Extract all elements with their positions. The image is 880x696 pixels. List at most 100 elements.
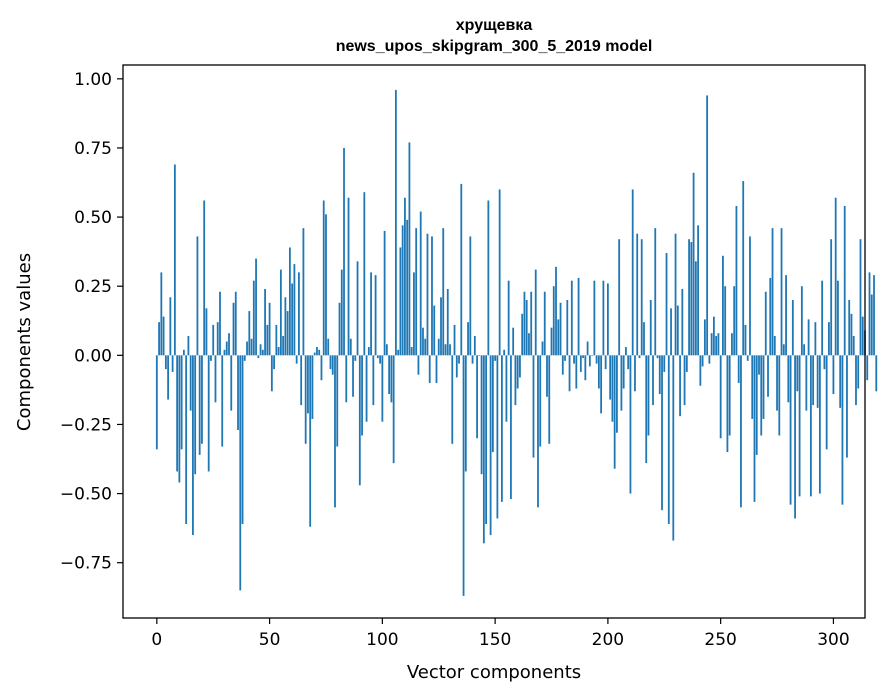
bar-46 bbox=[259, 344, 262, 356]
bar-85 bbox=[347, 197, 350, 356]
bar-268 bbox=[760, 355, 763, 436]
y-tick-label: −0.50 bbox=[60, 485, 112, 505]
bar-142 bbox=[476, 355, 478, 439]
bar-14 bbox=[187, 335, 190, 356]
bar-158 bbox=[512, 327, 515, 356]
bar-185 bbox=[573, 355, 575, 364]
bar-270 bbox=[764, 291, 767, 356]
bar-297 bbox=[825, 355, 828, 450]
bar-195 bbox=[595, 355, 598, 364]
bar-series bbox=[155, 89, 878, 596]
bar-113 bbox=[410, 347, 413, 356]
bar-179 bbox=[559, 302, 562, 356]
bar-31 bbox=[225, 341, 228, 356]
bar-272 bbox=[769, 277, 772, 356]
bar-91 bbox=[361, 355, 363, 436]
bar-86 bbox=[349, 338, 352, 356]
bar-32 bbox=[228, 333, 230, 356]
bar-89 bbox=[356, 261, 359, 356]
bar-163 bbox=[523, 291, 526, 356]
bar-153 bbox=[500, 355, 503, 502]
bar-107 bbox=[397, 349, 400, 356]
bar-279 bbox=[785, 275, 787, 356]
bar-161 bbox=[519, 355, 521, 378]
bar-288 bbox=[805, 355, 808, 411]
x-tick-label: 100 bbox=[366, 630, 398, 650]
bar-255 bbox=[731, 333, 733, 356]
bar-302 bbox=[837, 280, 839, 356]
bar-43 bbox=[252, 280, 255, 356]
bar-105 bbox=[392, 355, 395, 464]
bar-136 bbox=[462, 355, 465, 596]
bar-298 bbox=[828, 322, 830, 356]
bar-101 bbox=[383, 230, 386, 356]
bar-189 bbox=[582, 355, 584, 359]
bar-236 bbox=[688, 239, 690, 356]
bar-74 bbox=[322, 200, 325, 356]
bar-106 bbox=[394, 89, 397, 356]
y-tick-label: 0.75 bbox=[74, 139, 112, 159]
bar-249 bbox=[717, 333, 720, 356]
bar-304 bbox=[841, 355, 844, 505]
bar-18 bbox=[196, 236, 199, 356]
bar-33 bbox=[230, 355, 233, 411]
bar-69 bbox=[311, 355, 314, 419]
bar-155 bbox=[505, 355, 508, 422]
bar-257 bbox=[735, 206, 738, 356]
bar-218 bbox=[647, 355, 650, 436]
bar-315 bbox=[866, 355, 869, 381]
bar-23 bbox=[207, 355, 210, 472]
bar-93 bbox=[365, 355, 368, 422]
bar-296 bbox=[823, 355, 826, 370]
bar-290 bbox=[809, 355, 812, 497]
chart-subtitle: news_upos_skipgram_300_5_2019 model bbox=[336, 38, 653, 55]
bar-213 bbox=[636, 233, 639, 356]
bar-250 bbox=[719, 355, 722, 439]
bar-239 bbox=[694, 261, 697, 356]
bar-282 bbox=[791, 300, 794, 356]
bar-202 bbox=[611, 355, 614, 422]
bar-197 bbox=[600, 355, 603, 414]
bar-177 bbox=[555, 266, 557, 356]
bar-200 bbox=[606, 283, 609, 356]
bar-176 bbox=[552, 286, 555, 356]
bar-194 bbox=[593, 280, 596, 356]
bar-150 bbox=[494, 355, 497, 361]
bar-61 bbox=[293, 264, 296, 356]
bar-98 bbox=[376, 355, 379, 359]
bar-20 bbox=[201, 355, 203, 444]
bar-300 bbox=[832, 355, 835, 395]
bar-84 bbox=[345, 355, 348, 403]
bar-48 bbox=[264, 288, 266, 356]
bar-79 bbox=[334, 355, 336, 508]
bar-125 bbox=[437, 338, 440, 356]
bar-144 bbox=[480, 355, 483, 475]
x-tick-label: 0 bbox=[151, 630, 162, 650]
bar-188 bbox=[579, 355, 582, 372]
bar-284 bbox=[796, 355, 799, 392]
bar-55 bbox=[279, 269, 282, 356]
bar-216 bbox=[643, 322, 645, 356]
bar-64 bbox=[300, 355, 303, 406]
bar-76 bbox=[327, 338, 330, 356]
bar-222 bbox=[656, 355, 659, 359]
bar-37 bbox=[239, 355, 242, 591]
bar-67 bbox=[307, 355, 309, 414]
bar-174 bbox=[548, 355, 551, 444]
bar-305 bbox=[843, 206, 846, 356]
bar-148 bbox=[489, 355, 492, 536]
bar-94 bbox=[367, 347, 370, 356]
bar-259 bbox=[740, 355, 742, 508]
bar-115 bbox=[415, 228, 418, 356]
bar-221 bbox=[654, 228, 657, 356]
bar-201 bbox=[609, 355, 612, 400]
bar-233 bbox=[681, 288, 684, 356]
bar-266 bbox=[755, 355, 758, 455]
bar-171 bbox=[541, 341, 544, 356]
bar-151 bbox=[496, 355, 499, 519]
bar-237 bbox=[690, 241, 693, 356]
bar-172 bbox=[543, 291, 546, 356]
bar-120 bbox=[426, 233, 429, 356]
bar-30 bbox=[223, 349, 226, 356]
bar-139 bbox=[469, 236, 472, 356]
